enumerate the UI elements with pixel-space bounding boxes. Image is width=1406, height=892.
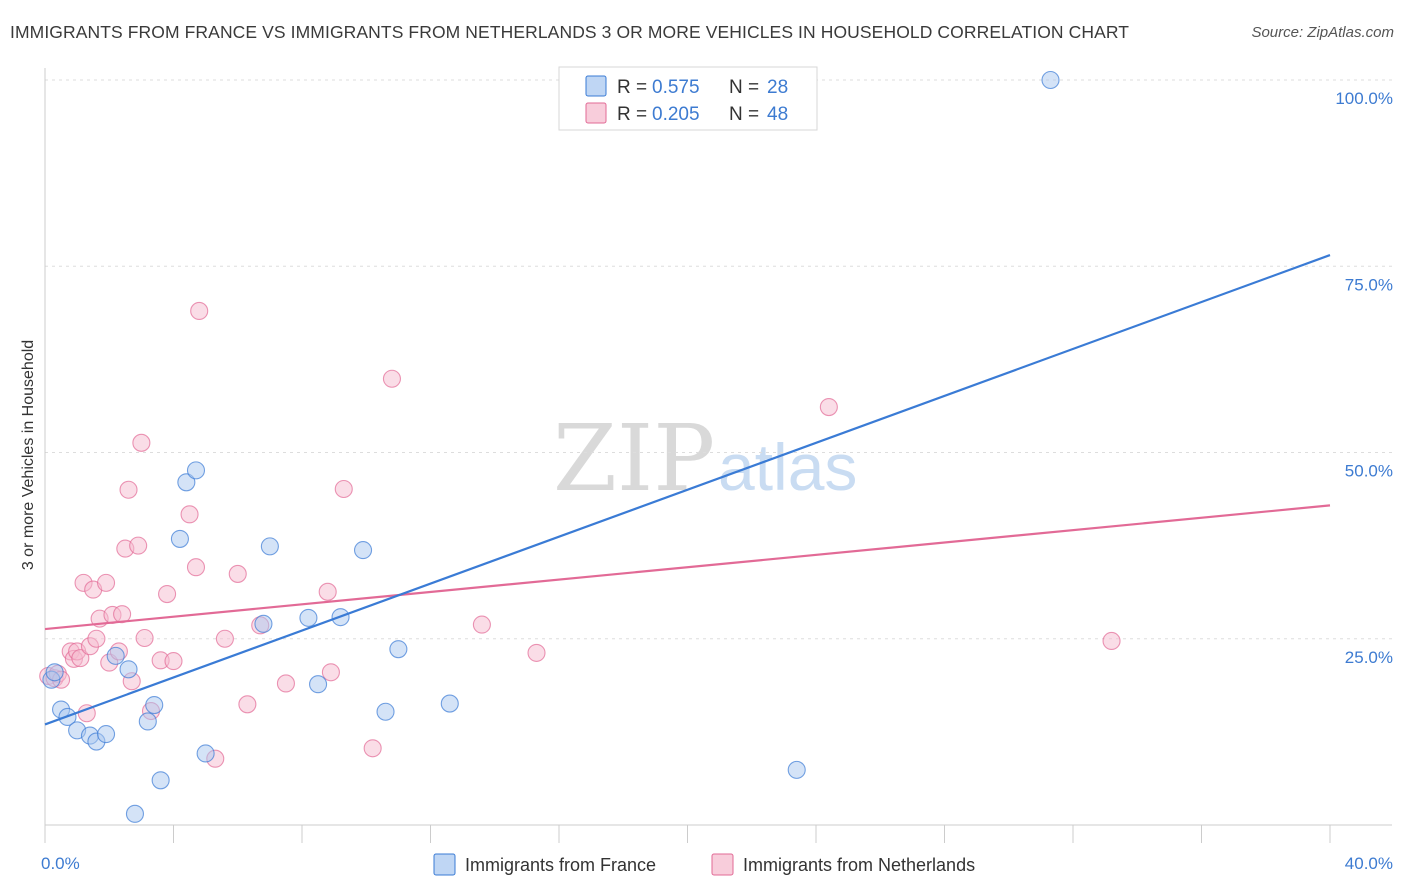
legend-france-r-label: R =	[617, 77, 647, 98]
france-point	[106, 646, 125, 665]
netherlands-point	[215, 629, 234, 648]
y-tick-label: 75.0%	[1345, 275, 1393, 294]
legend-box: R = 0.575 N = 28 R = 0.205 N = 48	[558, 66, 818, 131]
france-point	[389, 640, 408, 659]
france-point	[353, 541, 373, 560]
legend-netherlands-swatch	[585, 102, 607, 124]
netherlands-point	[71, 649, 90, 668]
legend-france-swatch	[585, 75, 607, 97]
netherlands-point	[96, 573, 116, 592]
netherlands-point	[164, 652, 183, 671]
chart-title: IMMIGRANTS FROM FRANCE VS IMMIGRANTS FRO…	[10, 22, 1130, 42]
netherlands-point	[129, 536, 148, 555]
bottom-legend-france-label: Immigrants from France	[465, 855, 656, 875]
netherlands-point	[472, 615, 491, 634]
france-point	[260, 537, 279, 556]
bottom-legend-netherlands-label: Immigrants from Netherlands	[743, 855, 975, 875]
netherlands-point	[321, 663, 340, 682]
france-point	[177, 473, 196, 492]
legend-netherlands-r-value: 0.205	[652, 104, 700, 125]
france-point	[138, 712, 157, 731]
france-point	[1041, 70, 1060, 90]
netherlands-point	[819, 398, 838, 417]
gridlines	[45, 79, 1392, 640]
y-tick-label: 50.0%	[1345, 462, 1393, 481]
x-tick-label: 0.0%	[41, 854, 80, 873]
france-point	[45, 663, 64, 682]
trend-lines	[44, 254, 1331, 726]
france-point	[186, 461, 206, 480]
france-point	[96, 725, 116, 744]
netherlands-point	[186, 558, 206, 577]
france-point	[254, 614, 273, 633]
trend-line-netherlands	[44, 504, 1331, 631]
netherlands-point	[119, 480, 138, 499]
netherlands-point	[318, 582, 337, 601]
netherlands-point	[228, 564, 247, 583]
france-point	[151, 771, 170, 790]
bottom-legend-netherlands-swatch	[711, 853, 734, 876]
source-label: Source: ZipAtlas.com	[1251, 24, 1394, 41]
tick-labels: 25.0% 50.0% 75.0% 100.0% 0.0% 40.0%	[41, 89, 1393, 873]
y-tick-label: 25.0%	[1345, 648, 1393, 667]
france-point	[376, 702, 395, 721]
france-point	[787, 760, 806, 779]
legend-netherlands-n-label: N =	[729, 104, 759, 125]
y-axis-title: 3 or more Vehicles in Household	[20, 340, 37, 570]
bottom-legend-france-swatch	[433, 853, 456, 876]
series-france	[42, 70, 1060, 823]
france-point	[299, 608, 318, 627]
legend-netherlands-r-label: R =	[617, 104, 647, 125]
series-netherlands	[39, 301, 1121, 768]
axes	[44, 68, 1392, 843]
netherlands-point	[180, 505, 199, 524]
netherlands-point	[190, 301, 209, 321]
france-point	[145, 696, 164, 715]
netherlands-point	[527, 643, 546, 662]
trend-line-france	[44, 254, 1331, 726]
france-point	[170, 529, 189, 548]
netherlands-point	[363, 739, 382, 758]
netherlands-point	[158, 584, 177, 604]
netherlands-point	[382, 369, 402, 388]
netherlands-point	[87, 629, 106, 648]
legend-netherlands-n-value: 48	[767, 104, 788, 125]
france-point	[309, 675, 328, 694]
legend-france-n-value: 28	[767, 77, 788, 98]
netherlands-point	[132, 433, 151, 452]
netherlands-point	[135, 628, 154, 648]
bottom-legend: Immigrants from France Immigrants from N…	[433, 853, 975, 876]
france-point	[196, 744, 215, 763]
y-tick-label: 100.0%	[1335, 89, 1393, 108]
netherlands-point	[238, 695, 257, 714]
netherlands-point	[1102, 631, 1121, 651]
netherlands-point	[334, 479, 353, 499]
legend-france-n-label: N =	[729, 77, 759, 98]
france-point	[125, 804, 144, 823]
watermark-zip: ZIP	[553, 405, 715, 512]
legend-france-r-value: 0.575	[652, 77, 700, 98]
france-point	[440, 694, 459, 713]
netherlands-point	[276, 674, 295, 693]
france-point	[119, 660, 138, 679]
watermark-atlas: atlas	[718, 430, 857, 504]
x-tick-label: 40.0%	[1345, 854, 1393, 873]
